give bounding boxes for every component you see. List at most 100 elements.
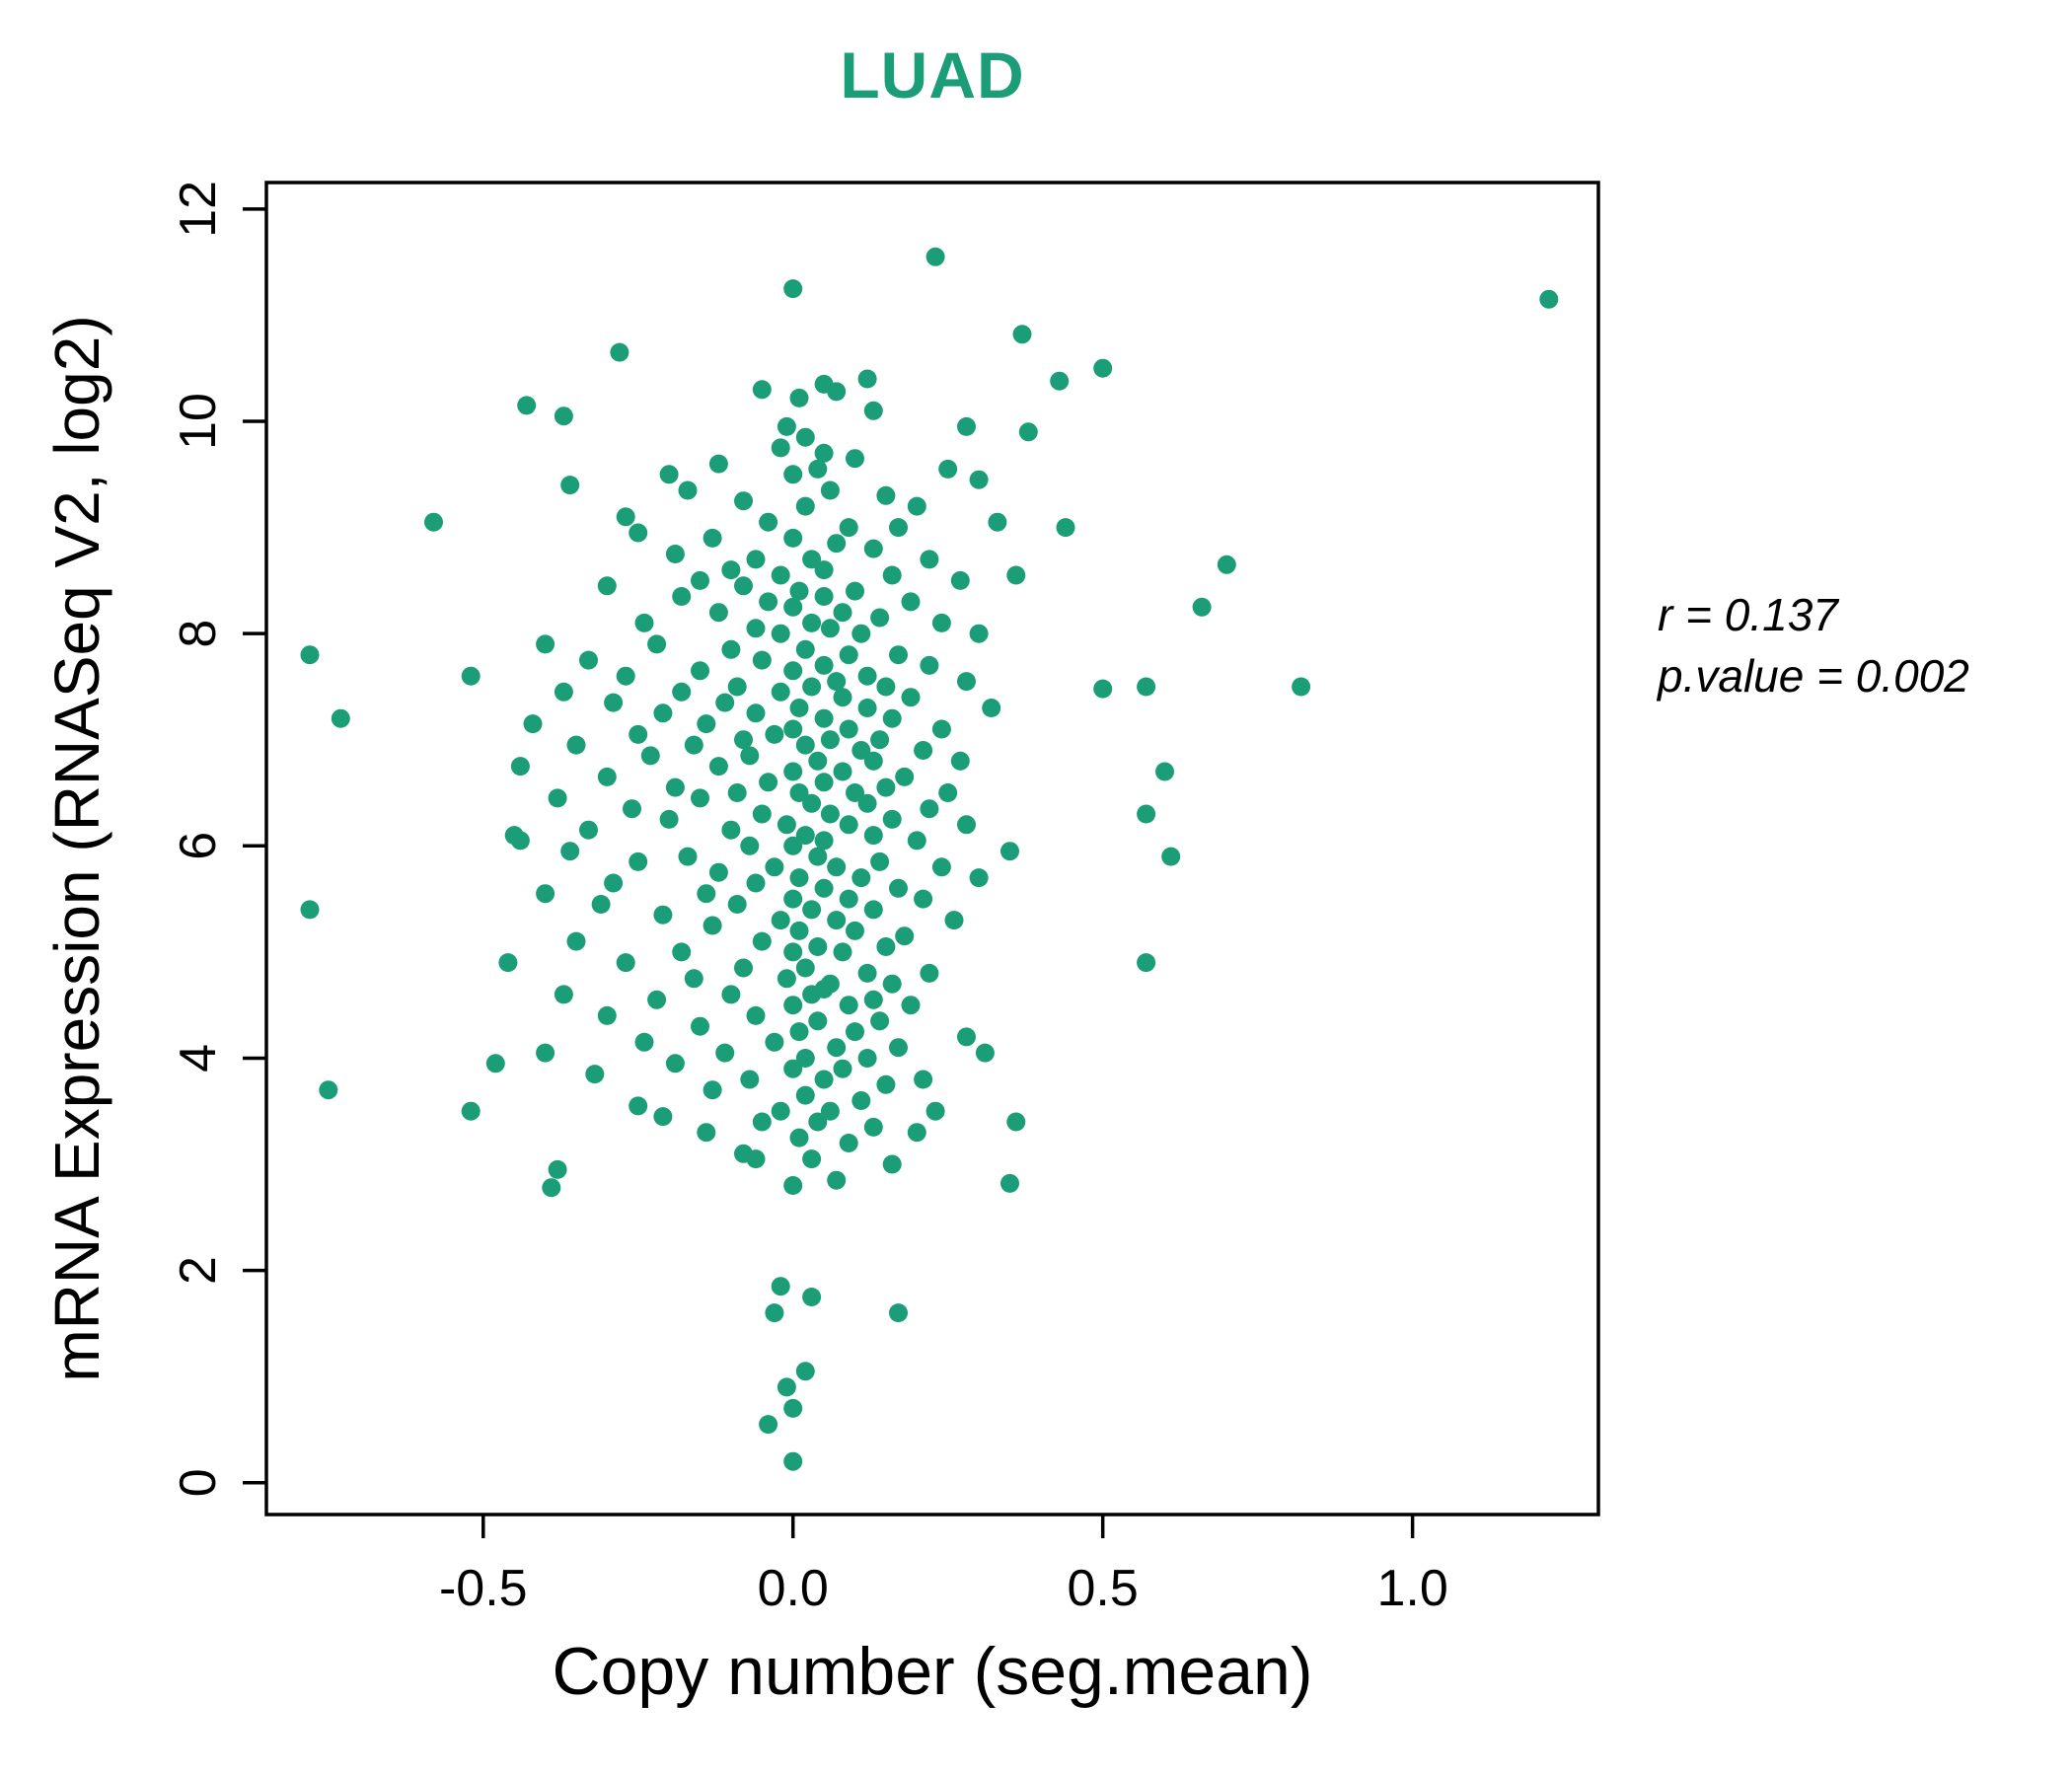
x-tick-label: 0.5 [1068,1560,1139,1617]
data-point [870,1011,890,1031]
data-point [895,926,915,946]
data-point [901,688,921,707]
data-point [536,884,555,904]
data-point [752,804,772,824]
data-point [857,1049,877,1068]
data-point [957,1027,976,1047]
data-point [629,724,648,744]
data-point [616,666,635,686]
data-point [708,757,728,777]
data-point [827,534,847,554]
data-point [1000,1173,1019,1193]
data-point [833,942,852,962]
data-point [795,1049,815,1068]
data-point [863,826,883,846]
data-point [721,985,741,1004]
data-point [672,942,692,962]
data-point [789,699,809,717]
data-point [808,1112,828,1132]
data-point [640,746,660,766]
data-point [560,842,580,861]
data-point [623,799,641,819]
data-point [566,931,586,951]
data-point [653,905,673,925]
data-point [746,1149,766,1169]
data-point [882,708,902,728]
data-point [727,783,747,802]
data-point [783,1059,803,1078]
data-point [740,1070,760,1089]
data-point [876,677,896,697]
data-point [783,942,803,962]
data-point [629,851,648,871]
data-point [820,730,840,750]
data-point [566,735,586,755]
data-point [857,793,877,813]
data-point [839,518,858,538]
data-point [814,560,834,580]
data-point [771,911,790,930]
data-point [938,783,958,802]
data-point [783,528,803,548]
data-point [715,693,735,712]
data-point [931,857,951,877]
data-point [833,1059,852,1078]
data-point [597,767,617,786]
data-point [789,921,809,940]
data-point [585,1065,605,1084]
data-point [889,645,908,665]
data-point [783,597,803,617]
data-point [1000,842,1019,861]
data-point [857,369,877,389]
data-point [461,1101,481,1121]
data-point [771,682,790,702]
data-point [907,496,926,516]
data-point [950,751,970,771]
data-point [771,438,790,458]
data-point [783,1176,803,1195]
data-point [548,1159,567,1179]
data-point [1006,1112,1026,1132]
data-point [925,247,945,266]
data-point [734,576,753,596]
data-point [783,661,803,681]
data-point [777,815,796,835]
data-point [802,900,822,920]
data-point [814,587,834,606]
data-point [969,868,989,888]
correlation-annotation: r = 0.137 p.value = 0.002 [1658,584,1969,706]
data-point [752,380,772,400]
data-point [485,1054,505,1073]
data-point [634,613,654,632]
data-point [1161,847,1181,866]
data-point [920,550,939,569]
data-point [863,900,883,920]
data-point [851,741,871,760]
data-point [988,512,1007,532]
data-point [1093,358,1113,378]
data-point [746,550,766,569]
data-point [975,1043,995,1063]
data-point [672,587,692,606]
data-point [839,889,858,909]
data-point [665,545,685,563]
data-point [604,873,624,893]
data-point [957,815,976,835]
data-point [721,639,741,659]
data-point [319,1080,338,1100]
data-point [870,730,890,750]
data-point [771,1101,790,1121]
data-point [765,1032,784,1052]
data-point [721,820,741,840]
data-point [889,878,908,898]
data-point [827,672,847,692]
data-point [703,916,722,935]
y-tick-label: 6 [170,832,227,860]
data-point [1050,371,1070,391]
data-point [647,634,667,654]
x-tick-label: 1.0 [1376,1560,1447,1617]
data-point [808,847,828,866]
data-point [746,703,766,723]
